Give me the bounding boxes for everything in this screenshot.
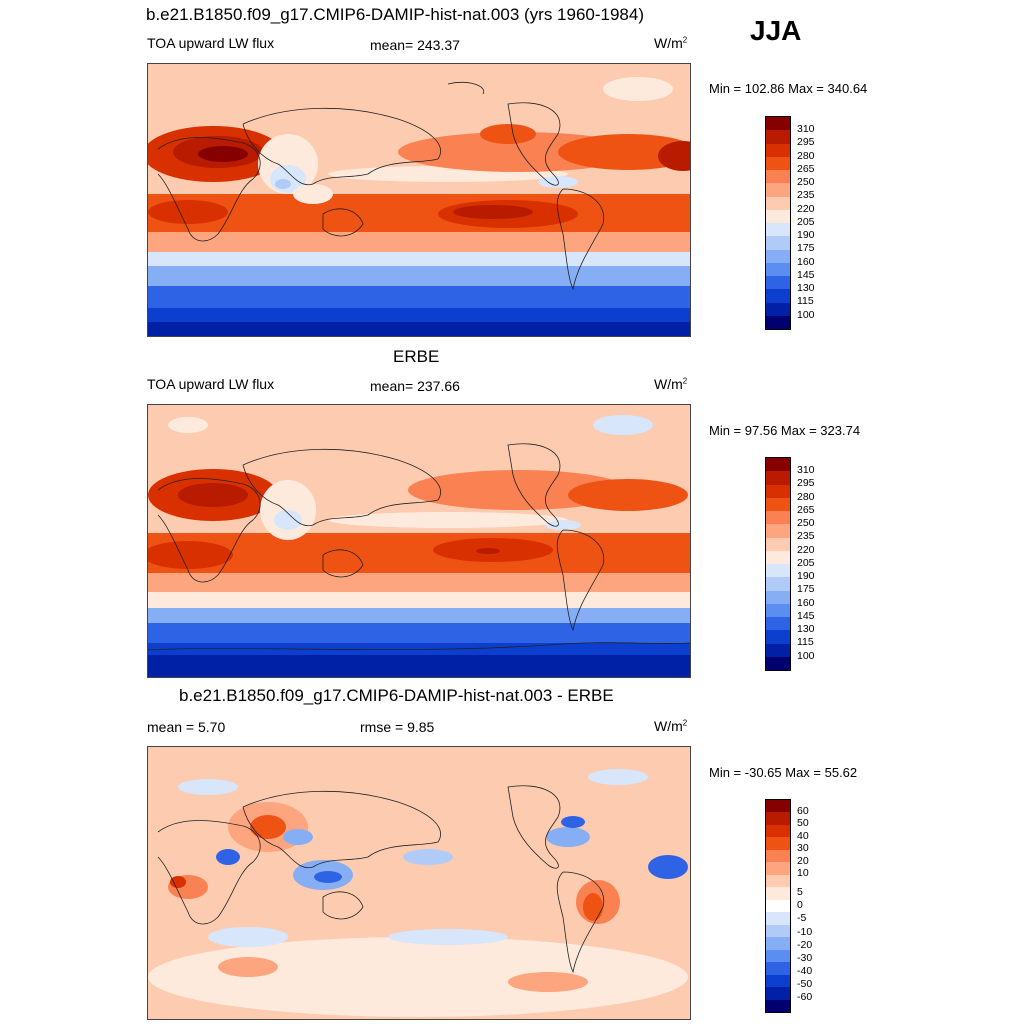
panel2-map <box>147 404 691 678</box>
panel2-title: ERBE <box>393 347 440 366</box>
panel3-title: b.e21.B1850.f09_g17.CMIP6-DAMIP-hist-nat… <box>179 686 614 705</box>
colorbar-tick-label: -50 <box>797 978 813 990</box>
colorbar-tick-label: 175 <box>797 242 815 255</box>
panel2-minmax-label: Min = 97.56 Max = 323.74 <box>709 423 861 438</box>
colorbar-tick-label: 310 <box>797 123 815 135</box>
colorbar-tick-label: 145 <box>797 268 815 281</box>
colorbar-tick-label: 205 <box>797 215 815 228</box>
colorbar-tick-label: 130 <box>797 282 815 294</box>
panel1-map <box>147 63 691 337</box>
colorbar-tick-label: -40 <box>797 965 813 977</box>
panel1-mean-label: mean= 243.37 <box>370 37 460 53</box>
colorbar-tick-label: 190 <box>797 229 815 241</box>
season-label: JJA <box>750 15 802 46</box>
colorbar-tick-label: 220 <box>797 543 815 556</box>
colorbar-tick-label: -5 <box>797 912 807 924</box>
colorbar-tick-label: -60 <box>797 991 813 1003</box>
colorbar-tick-label: 40 <box>797 829 809 842</box>
colorbar-tick-label: 265 <box>797 162 815 175</box>
colorbar-tick-label: 280 <box>797 149 815 162</box>
panel3-map <box>147 746 691 1020</box>
colorbar-tick-label: 160 <box>797 255 815 268</box>
colorbar-tick-label: 50 <box>797 817 809 830</box>
panel1-title: b.e21.B1850.f09_g17.CMIP6-DAMIP-hist-nat… <box>146 5 644 24</box>
colorbar-tick-label: 60 <box>797 805 809 817</box>
panel1-colorbar <box>765 116 791 330</box>
panel3-mean-label: mean = 5.70 <box>147 719 226 735</box>
colorbar-tick-label: 160 <box>797 596 815 609</box>
panel1-variable-label: TOA upward LW flux <box>147 35 275 51</box>
colorbar-tick-label: 145 <box>797 609 815 622</box>
colorbar-tick-label: 310 <box>797 464 815 476</box>
colorbar-tick-label: 295 <box>797 477 815 490</box>
colorbar-tick-label: 205 <box>797 556 815 569</box>
panel3-rmse-label: rmse = 9.85 <box>360 719 435 735</box>
panel3-units-label: W/m2 <box>654 718 688 734</box>
panel2-colorbar <box>765 457 791 671</box>
colorbar-tick-label: -20 <box>797 939 813 951</box>
colorbar-tick-label: -10 <box>797 926 813 938</box>
colorbar-tick-label: 250 <box>797 176 815 188</box>
colorbar-tick-label: 115 <box>797 295 814 308</box>
colorbar-tick-label: 280 <box>797 490 815 503</box>
colorbar-tick-label: 115 <box>797 636 814 649</box>
colorbar-tick-label: 190 <box>797 570 815 582</box>
colorbar-tick-label: 10 <box>797 867 809 880</box>
colorbar-tick-label: 100 <box>797 308 815 321</box>
colorbar-tick-label: 235 <box>797 189 815 202</box>
colorbar-tick-label: 0 <box>797 899 803 911</box>
panel3-minmax-label: Min = -30.65 Max = 55.62 <box>709 765 858 780</box>
panel2-variable-label: TOA upward LW flux <box>147 376 275 392</box>
colorbar-tick-label: 20 <box>797 854 809 867</box>
colorbar-tick-label: 235 <box>797 530 815 543</box>
colorbar-tick-label: 100 <box>797 649 815 662</box>
colorbar-tick-label: 130 <box>797 623 815 635</box>
colorbar-tick-label: 250 <box>797 517 815 529</box>
panel1-minmax-label: Min = 102.86 Max = 340.64 <box>709 81 868 96</box>
panel2-mean-label: mean= 237.66 <box>370 378 460 394</box>
colorbar-tick-label: 265 <box>797 503 815 516</box>
colorbar-tick-label: 30 <box>797 842 809 855</box>
colorbar-tick-label: 295 <box>797 136 815 149</box>
panel2-units-label: W/m2 <box>654 376 688 392</box>
colorbar-tick-label: -30 <box>797 952 813 964</box>
colorbar-tick-label: 5 <box>797 886 803 898</box>
panel1-units-label: W/m2 <box>654 35 688 51</box>
colorbar-tick-label: 175 <box>797 583 815 596</box>
panel3-colorbar <box>765 799 791 1013</box>
colorbar-tick-label: 220 <box>797 202 815 215</box>
